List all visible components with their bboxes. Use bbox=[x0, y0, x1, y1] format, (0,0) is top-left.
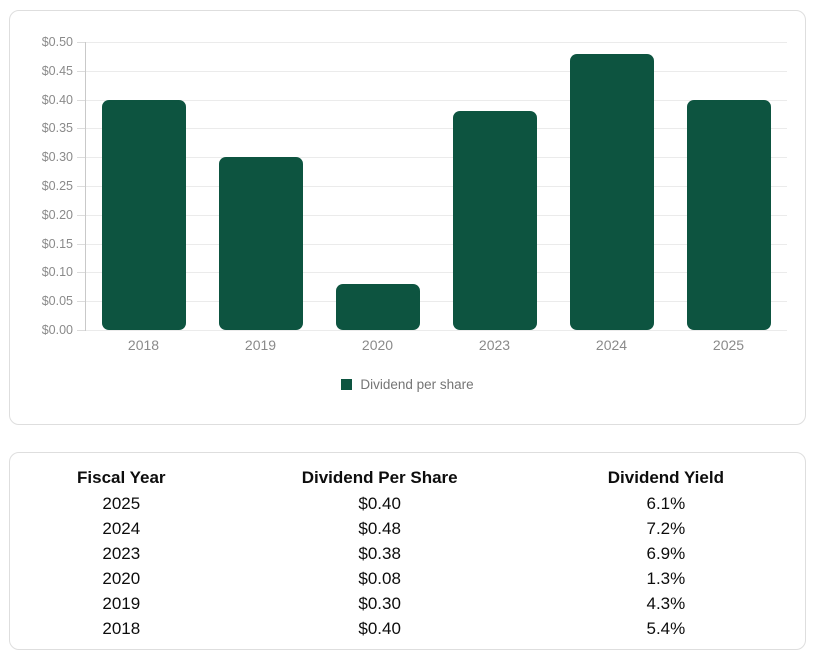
table-cell: 2024 bbox=[102, 519, 141, 538]
bar-2024[interactable] bbox=[569, 53, 654, 330]
table-row: 2023 $0.38 6.9% bbox=[10, 541, 805, 566]
table-row: 2020 $0.08 1.3% bbox=[10, 566, 805, 591]
gridline bbox=[85, 186, 787, 187]
y-axis-line bbox=[85, 42, 86, 331]
gridline bbox=[85, 272, 787, 274]
gridline bbox=[85, 42, 787, 43]
bar-2019[interactable] bbox=[218, 157, 303, 330]
table-cell: 6.1% bbox=[646, 494, 686, 513]
bar-2018[interactable] bbox=[101, 99, 186, 330]
y-axis-tick bbox=[77, 214, 85, 216]
x-axis-label: 2025 bbox=[712, 337, 745, 353]
table-cell: $0.40 bbox=[358, 494, 401, 513]
table-cell: 5.4% bbox=[646, 619, 686, 638]
x-axis-label: 2024 bbox=[595, 337, 628, 353]
x-axis-label: 2023 bbox=[478, 337, 511, 353]
table-cell: 6.9% bbox=[646, 544, 686, 563]
y-axis-tick bbox=[77, 330, 85, 331]
y-axis-label: $0.05 bbox=[41, 293, 73, 308]
bar-2025[interactable] bbox=[686, 99, 771, 330]
y-axis-label: $0.15 bbox=[41, 236, 73, 251]
gridline bbox=[85, 70, 787, 72]
dividend-chart-card: $0.50 $0.45 $0.40 $0.35 $0.30 $0.25 $0.20 $0.15… bbox=[9, 10, 806, 425]
table-cell: $0.38 bbox=[358, 544, 401, 563]
y-axis-label: $0.45 bbox=[41, 63, 73, 78]
chart-legend-item[interactable]: Dividend per share bbox=[10, 377, 805, 392]
table-cell: 2018 bbox=[102, 619, 141, 638]
table-cell: 2023 bbox=[102, 544, 141, 563]
y-axis-tick bbox=[77, 128, 85, 130]
legend-label: Dividend per share bbox=[360, 377, 474, 392]
y-axis-tick bbox=[77, 301, 85, 303]
table-header-dividend-yield: Dividend Yield bbox=[607, 468, 724, 487]
table-cell: 2020 bbox=[102, 569, 141, 588]
y-axis-tick bbox=[77, 186, 85, 187]
bar-2023[interactable] bbox=[452, 111, 537, 330]
y-axis-label: $0.10 bbox=[41, 265, 73, 280]
table-cell: $0.40 bbox=[358, 619, 401, 638]
y-axis-tick bbox=[77, 243, 85, 245]
table-cell: 4.3% bbox=[646, 594, 686, 613]
x-axis-label: 2020 bbox=[361, 337, 394, 353]
y-axis-label: $0.20 bbox=[41, 207, 73, 222]
table-header-fiscal-year: Fiscal Year bbox=[77, 468, 166, 487]
table-row: 2018 $0.40 5.4% bbox=[10, 616, 805, 641]
plot-area: $0.50 $0.45 $0.40 $0.35 $0.30 $0.25 $0.20 $0.15… bbox=[42, 36, 787, 353]
x-axis-label: 2018 bbox=[127, 337, 160, 353]
table-row: 2019 $0.30 4.3% bbox=[10, 591, 805, 616]
y-axis-label: $0.25 bbox=[41, 178, 73, 193]
gridline bbox=[85, 99, 787, 101]
x-axis-label: 2019 bbox=[244, 337, 277, 353]
table-row: 2025 $0.40 6.1% bbox=[10, 491, 805, 516]
gridline bbox=[85, 157, 787, 159]
y-axis-label: $0.40 bbox=[41, 92, 73, 107]
table-row: 2024 $0.48 7.2% bbox=[10, 516, 805, 541]
table-cell: 7.2% bbox=[646, 519, 686, 538]
dividend-table: Fiscal Year Dividend Per Share Dividend Yi… bbox=[10, 464, 805, 641]
table-header-row: Fiscal Year Dividend Per Share Dividend Yi… bbox=[10, 464, 805, 491]
gridline bbox=[85, 243, 787, 245]
gridline bbox=[85, 301, 787, 303]
table-header-dividend-per-share: Dividend Per Share bbox=[301, 468, 458, 487]
legend-swatch-icon bbox=[341, 379, 353, 390]
y-axis-tick bbox=[77, 157, 85, 159]
bar-2020[interactable] bbox=[335, 283, 420, 330]
table-cell: 2025 bbox=[102, 494, 141, 513]
gridline bbox=[85, 330, 787, 331]
y-axis-label: $0.30 bbox=[41, 149, 73, 164]
table-cell: $0.30 bbox=[358, 594, 401, 613]
y-axis-tick bbox=[77, 272, 85, 274]
table-cell: $0.48 bbox=[358, 519, 401, 538]
gridline bbox=[85, 214, 787, 216]
dividend-table-card: Fiscal Year Dividend Per Share Dividend Yi… bbox=[9, 452, 806, 650]
table-cell: 1.3% bbox=[646, 569, 686, 588]
table-cell: $0.08 bbox=[358, 569, 401, 588]
y-axis-tick bbox=[77, 42, 85, 43]
y-axis-tick bbox=[77, 99, 85, 101]
y-axis-label: $0.35 bbox=[41, 121, 73, 136]
table-cell: 2019 bbox=[102, 594, 141, 613]
gridline bbox=[85, 128, 787, 130]
y-axis-label: $0.50 bbox=[41, 34, 73, 49]
y-axis-label: $0.00 bbox=[41, 322, 73, 337]
y-axis-tick bbox=[77, 70, 85, 72]
